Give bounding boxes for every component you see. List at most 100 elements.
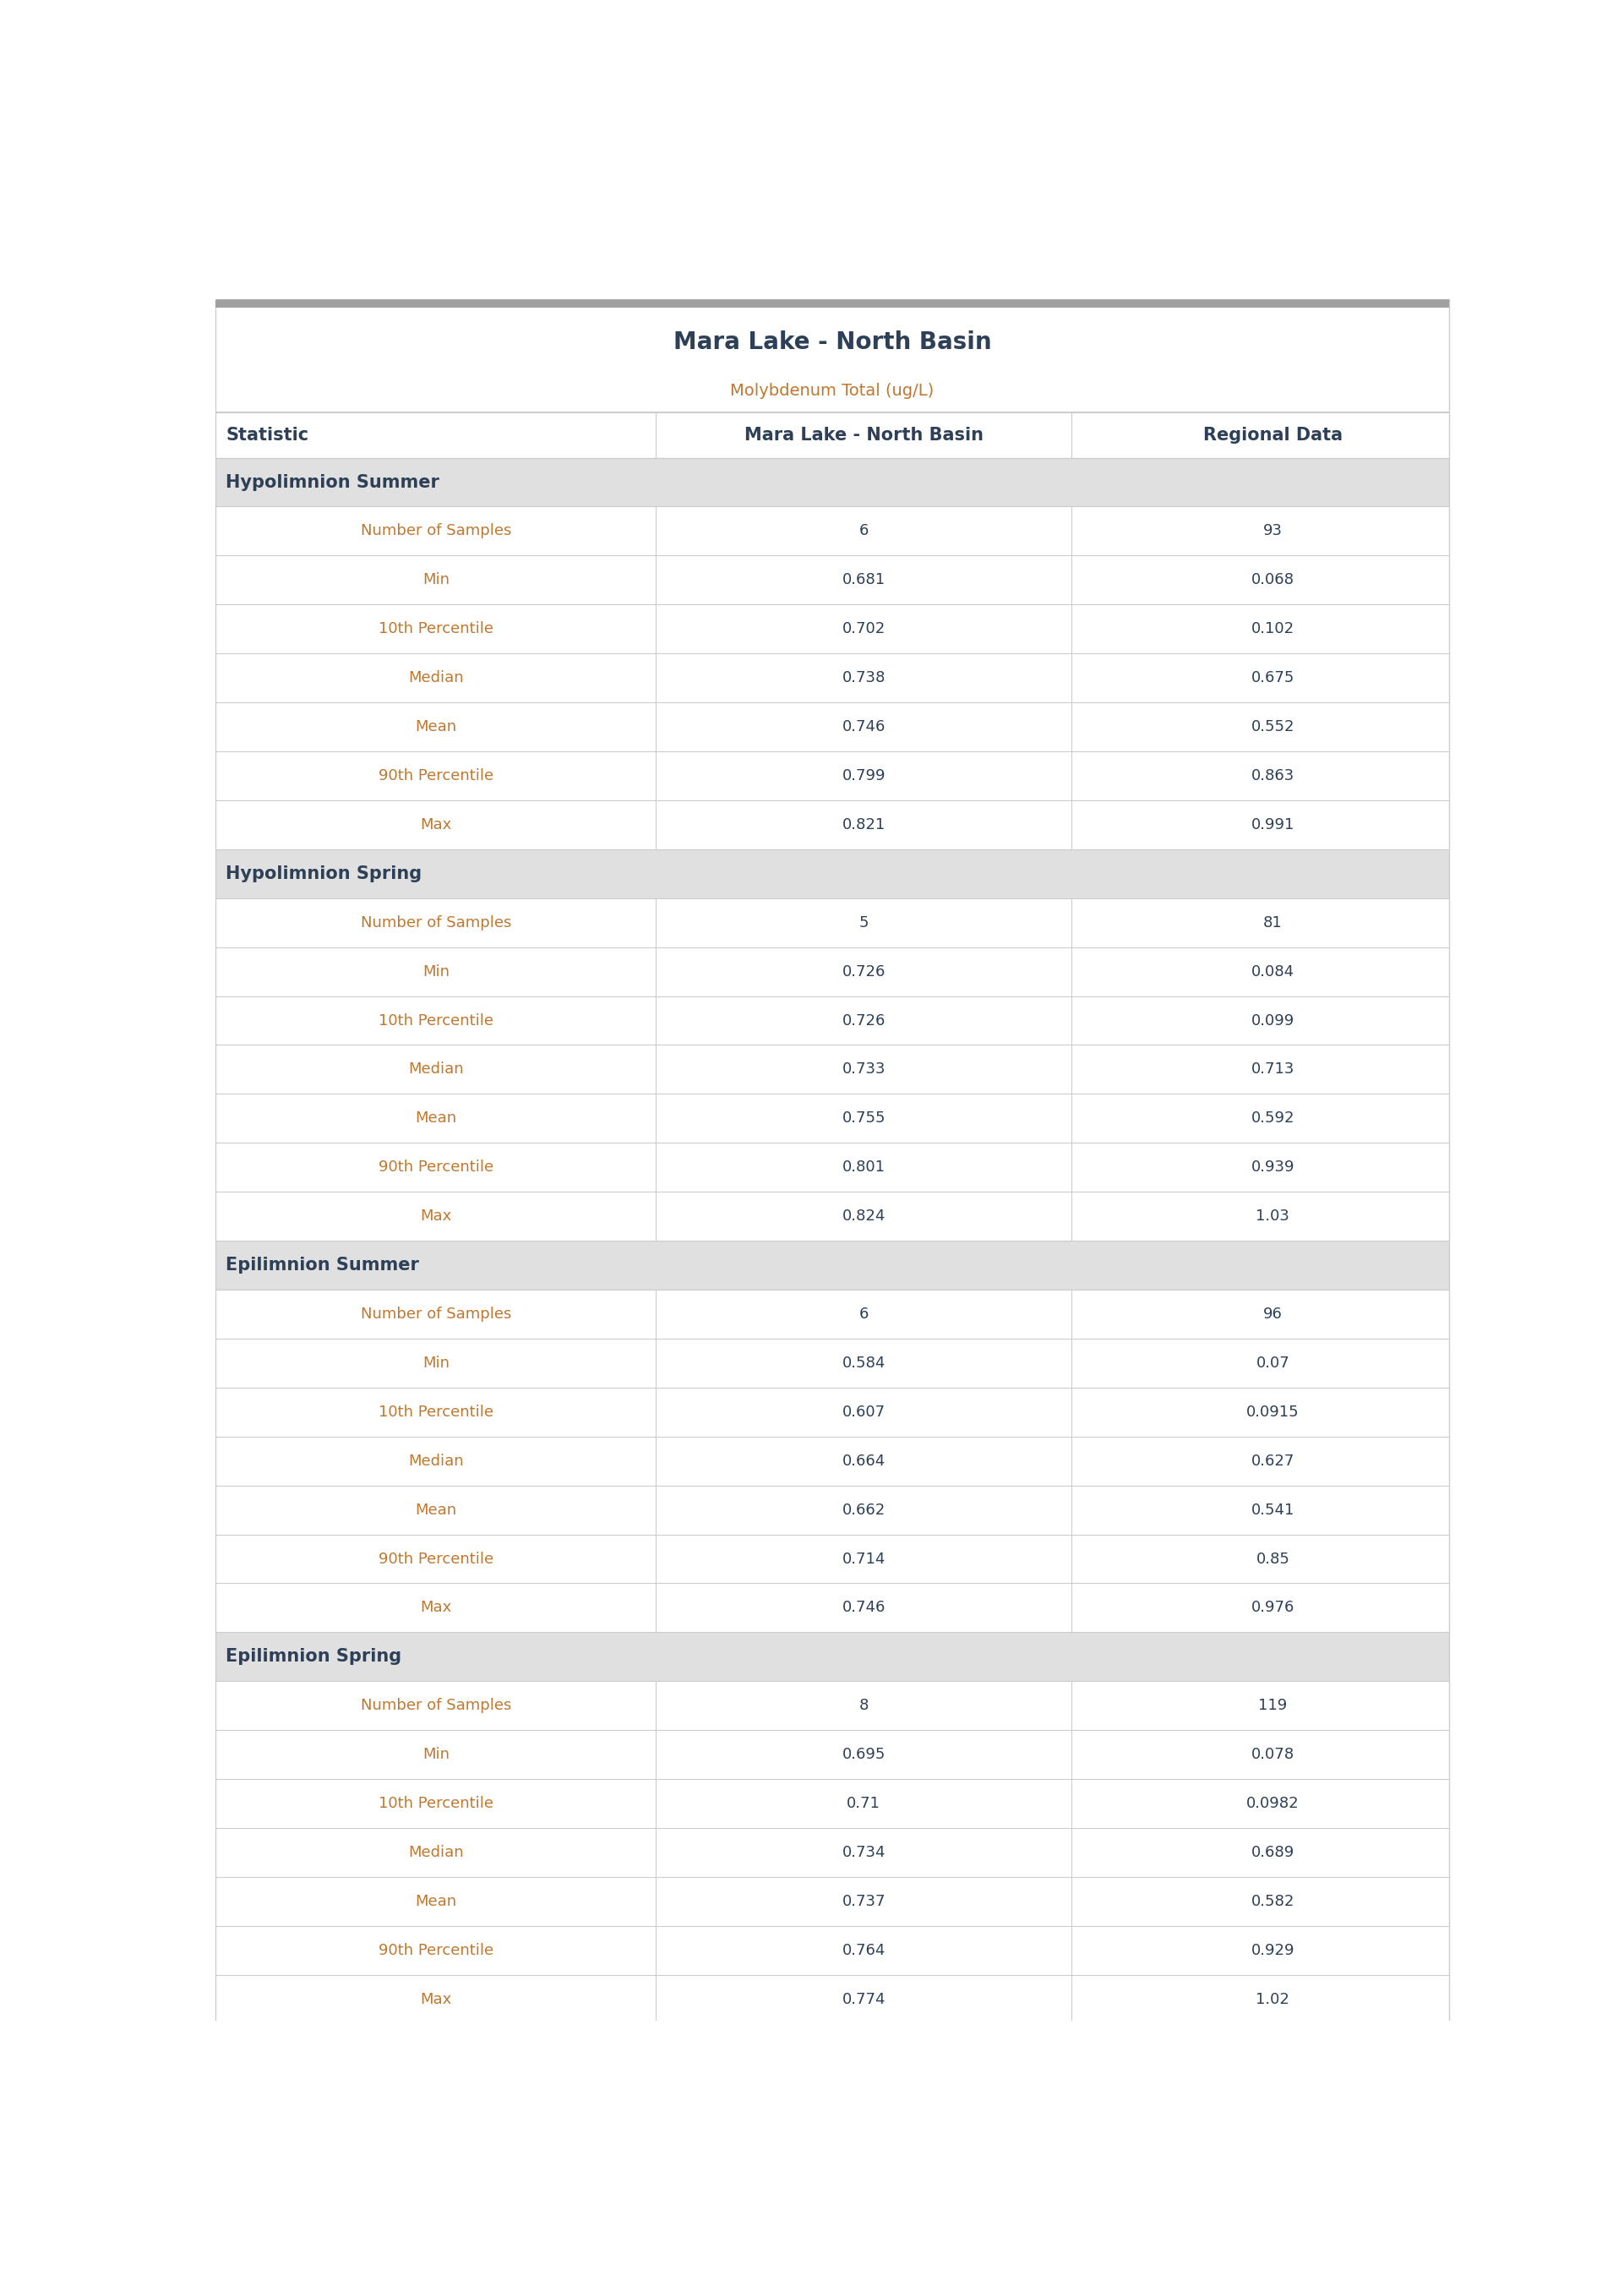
Text: Epilimnion Summer: Epilimnion Summer	[226, 1258, 419, 1273]
Bar	[216, 604, 1449, 654]
Text: 0.714: 0.714	[843, 1550, 885, 1566]
Text: 90th Percentile: 90th Percentile	[378, 1943, 494, 1959]
Text: Number of Samples: Number of Samples	[361, 1308, 512, 1321]
Text: Mean: Mean	[416, 720, 456, 735]
Bar	[216, 1094, 1449, 1142]
Text: 5: 5	[859, 915, 869, 931]
Text: 0.662: 0.662	[843, 1503, 885, 1519]
Bar	[216, 1242, 1449, 1289]
Bar	[216, 1142, 1449, 1192]
Text: Max: Max	[421, 817, 451, 833]
Text: Regional Data: Regional Data	[1203, 427, 1343, 443]
Bar	[216, 1485, 1449, 1535]
Text: 0.689: 0.689	[1250, 1846, 1294, 1859]
Text: 0.801: 0.801	[843, 1160, 885, 1176]
Text: 0.746: 0.746	[843, 1600, 885, 1616]
Text: Median: Median	[408, 1453, 463, 1469]
Text: 0.068: 0.068	[1250, 572, 1294, 588]
Text: Median: Median	[408, 1062, 463, 1076]
Text: 81: 81	[1263, 915, 1283, 931]
Text: 0.664: 0.664	[843, 1453, 885, 1469]
Bar	[216, 1339, 1449, 1387]
Text: Median: Median	[408, 670, 463, 686]
Text: Number of Samples: Number of Samples	[361, 524, 512, 538]
Text: Epilimnion Spring: Epilimnion Spring	[226, 1648, 401, 1666]
Text: Mara Lake - North Basin: Mara Lake - North Basin	[744, 427, 983, 443]
Text: 6: 6	[859, 524, 869, 538]
Text: 90th Percentile: 90th Percentile	[378, 1550, 494, 1566]
Bar	[216, 300, 1449, 306]
Bar	[216, 801, 1449, 849]
Text: 0.584: 0.584	[843, 1355, 885, 1371]
Text: 0.713: 0.713	[1250, 1062, 1294, 1076]
Text: 0.737: 0.737	[841, 1893, 885, 1909]
Text: 0.102: 0.102	[1250, 622, 1294, 636]
Bar	[216, 1877, 1449, 1925]
Text: 10th Percentile: 10th Percentile	[378, 622, 494, 636]
Bar	[216, 751, 1449, 801]
Bar	[216, 1780, 1449, 1827]
Text: 0.084: 0.084	[1250, 965, 1294, 978]
Text: Max: Max	[421, 1600, 451, 1616]
Bar	[216, 1925, 1449, 1975]
Bar	[216, 1730, 1449, 1780]
Text: 0.821: 0.821	[843, 817, 885, 833]
Text: Min: Min	[422, 1748, 450, 1762]
Bar	[216, 1584, 1449, 1632]
Text: 0.582: 0.582	[1250, 1893, 1294, 1909]
Text: Mara Lake - North Basin: Mara Lake - North Basin	[674, 331, 991, 354]
Bar	[216, 1632, 1449, 1682]
Text: 1.02: 1.02	[1255, 1991, 1289, 2007]
Bar	[216, 654, 1449, 701]
Text: 10th Percentile: 10th Percentile	[378, 1796, 494, 1811]
Bar	[216, 1682, 1449, 1730]
Text: 0.552: 0.552	[1250, 720, 1294, 735]
Text: 0.726: 0.726	[843, 1012, 885, 1028]
Text: 0.099: 0.099	[1250, 1012, 1294, 1028]
Text: 0.726: 0.726	[843, 965, 885, 978]
Text: 0.976: 0.976	[1250, 1600, 1294, 1616]
Bar	[216, 997, 1449, 1044]
Text: 0.733: 0.733	[841, 1062, 885, 1076]
Text: Min: Min	[422, 965, 450, 978]
Bar	[216, 459, 1449, 506]
Text: Number of Samples: Number of Samples	[361, 915, 512, 931]
Bar	[216, 1437, 1449, 1485]
Text: 0.738: 0.738	[843, 670, 885, 686]
Text: Number of Samples: Number of Samples	[361, 1698, 512, 1714]
Text: 0.734: 0.734	[841, 1846, 885, 1859]
Text: Mean: Mean	[416, 1893, 456, 1909]
Text: 0.0982: 0.0982	[1246, 1796, 1299, 1811]
Bar	[216, 506, 1449, 556]
Text: Statistic: Statistic	[226, 427, 309, 443]
Bar	[216, 556, 1449, 604]
Text: 0.764: 0.764	[843, 1943, 885, 1959]
Text: 0.991: 0.991	[1250, 817, 1294, 833]
Text: 8: 8	[859, 1698, 869, 1714]
Text: 0.078: 0.078	[1250, 1748, 1294, 1762]
Bar	[216, 849, 1449, 899]
Text: 0.85: 0.85	[1255, 1550, 1289, 1566]
Bar	[216, 1192, 1449, 1242]
Text: 90th Percentile: 90th Percentile	[378, 1160, 494, 1176]
Bar	[216, 1044, 1449, 1094]
Text: 0.07: 0.07	[1255, 1355, 1289, 1371]
Text: 0.746: 0.746	[843, 720, 885, 735]
Text: 0.799: 0.799	[841, 767, 885, 783]
Text: 0.824: 0.824	[843, 1208, 885, 1224]
Text: 90th Percentile: 90th Percentile	[378, 767, 494, 783]
Text: 0.774: 0.774	[841, 1991, 885, 2007]
Bar	[216, 701, 1449, 751]
Text: Molybdenum Total (ug/L): Molybdenum Total (ug/L)	[731, 384, 934, 400]
Text: 0.939: 0.939	[1250, 1160, 1294, 1176]
Bar	[216, 899, 1449, 947]
Text: 10th Percentile: 10th Percentile	[378, 1012, 494, 1028]
Text: 0.755: 0.755	[841, 1110, 885, 1126]
Text: 0.675: 0.675	[1250, 670, 1294, 686]
Text: 0.541: 0.541	[1250, 1503, 1294, 1519]
Text: 0.592: 0.592	[1250, 1110, 1294, 1126]
Bar	[216, 947, 1449, 997]
Text: Hypolimnion Spring: Hypolimnion Spring	[226, 865, 422, 883]
Text: Median: Median	[408, 1846, 463, 1859]
Text: 0.929: 0.929	[1250, 1943, 1294, 1959]
